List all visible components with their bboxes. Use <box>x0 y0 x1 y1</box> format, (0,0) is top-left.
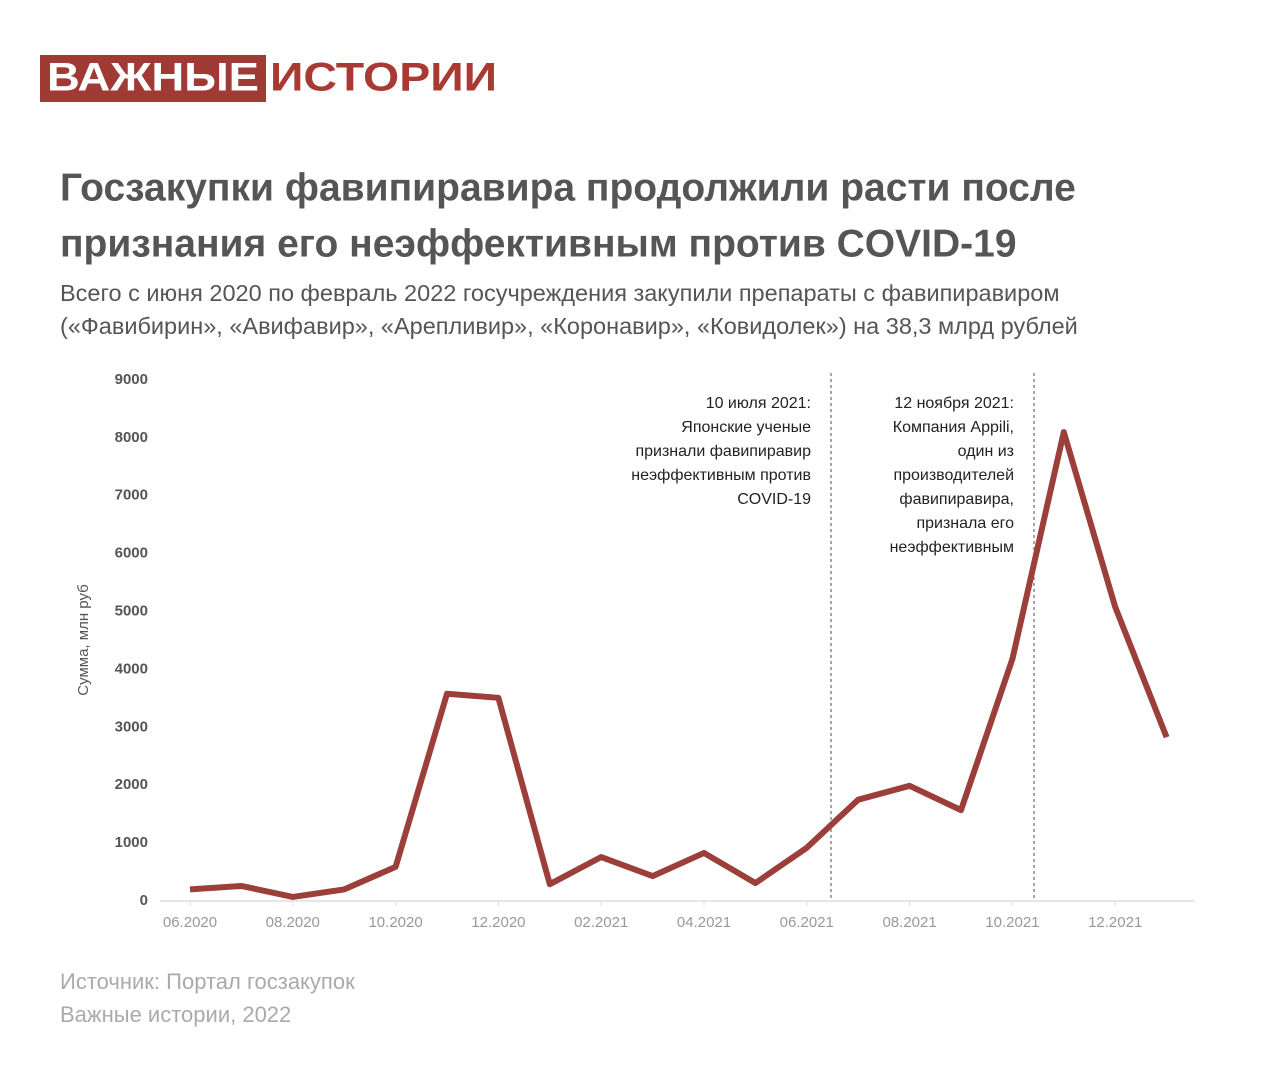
source: Источник: Портал госзакупок <box>60 969 355 994</box>
x-tick-label: 10.2021 <box>985 914 1039 931</box>
annotation-text: фавипиравира, <box>899 491 1014 508</box>
x-tick-label: 12.2021 <box>1088 914 1142 931</box>
subtitle: («Фавибирин», «Авифавир», «Арепливир», «… <box>60 313 1078 339</box>
x-tick-label: 06.2020 <box>163 914 217 931</box>
y-tick-label: 4000 <box>115 660 148 677</box>
y-tick-label: 6000 <box>115 545 148 562</box>
x-tick-label: 08.2021 <box>882 914 936 931</box>
annotation-text: неэффективным против <box>631 467 811 484</box>
y-tick-label: 3000 <box>115 718 148 735</box>
y-tick-label: 1000 <box>115 834 148 851</box>
x-tick-label: 04.2021 <box>677 914 731 931</box>
annotation-text: Японские ученые <box>681 419 811 436</box>
logo-part2: ИСТОРИИ <box>270 56 497 100</box>
y-tick-label: 8000 <box>115 429 148 446</box>
y-tick-label: 7000 <box>115 487 148 504</box>
y-tick-label: 2000 <box>115 776 148 793</box>
x-tick-label: 02.2021 <box>574 914 628 931</box>
x-tick-label: 12.2020 <box>471 914 525 931</box>
annotation-text: производителей <box>893 467 1014 484</box>
annotation-text: признали фавипиравир <box>635 443 811 460</box>
source: Важные истории, 2022 <box>60 1002 291 1027</box>
logo-part1: ВАЖНЫЕ <box>47 56 259 100</box>
annotation-text: Компания Appili, <box>893 419 1014 436</box>
logo-box <box>40 55 266 102</box>
x-tick-label: 10.2020 <box>368 914 422 931</box>
chart-title: признания его неэффективным против COVID… <box>60 222 1017 265</box>
annotation-text: неэффективным <box>890 539 1014 556</box>
subtitle: Всего с июня 2020 по февраль 2022 госучр… <box>60 280 1059 306</box>
annotation-text: 12 ноября 2021: <box>894 395 1014 412</box>
annotation-text: признала его <box>916 515 1014 532</box>
x-tick-label: 08.2020 <box>266 914 320 931</box>
line-series <box>189 429 1170 900</box>
y-tick-label: 5000 <box>115 603 148 620</box>
annotation-text: COVID-19 <box>737 491 811 508</box>
y-tick-label: 0 <box>140 892 148 909</box>
y-axis-label: Сумма, млн руб <box>75 584 92 695</box>
x-tick-label: 06.2021 <box>780 914 834 931</box>
annotation-text: один из <box>958 443 1014 460</box>
y-tick-label: 9000 <box>115 371 148 388</box>
annotation-text: 10 июля 2021: <box>706 395 811 412</box>
chart-title: Госзакупки фавипиравира продолжили расти… <box>60 166 1076 209</box>
